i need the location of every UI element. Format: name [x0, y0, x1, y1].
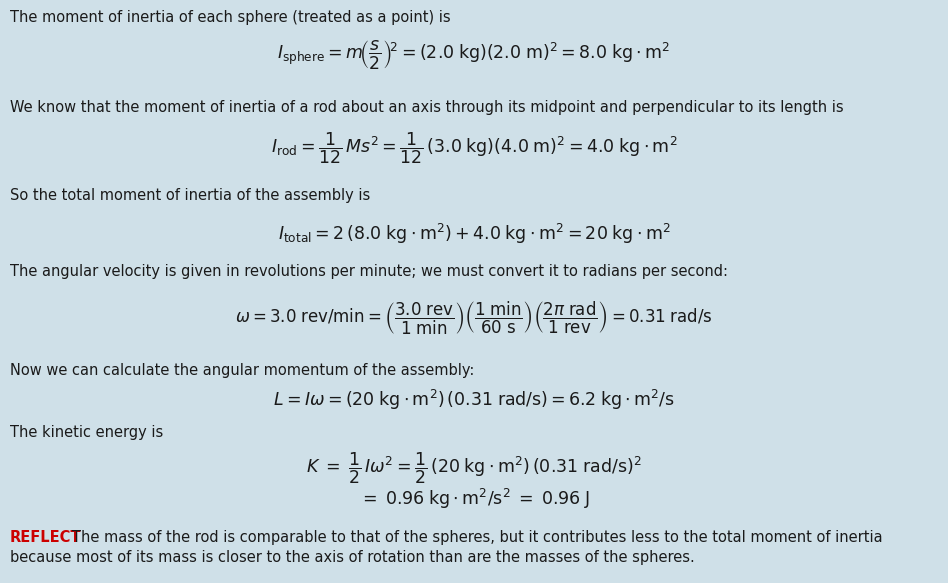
- Text: The mass of the rod is comparable to that of the spheres, but it contributes les: The mass of the rod is comparable to tha…: [72, 530, 883, 545]
- Text: $I_{\mathrm{sphere}} = m\!\left(\dfrac{s}{2}\right)^{\!2} = (2.0\;\mathrm{kg})(2: $I_{\mathrm{sphere}} = m\!\left(\dfrac{s…: [278, 38, 670, 72]
- Text: $\omega = 3.0\;\mathrm{rev/min} = \left(\dfrac{3.0\;\mathrm{rev}}{1\;\mathrm{min: $\omega = 3.0\;\mathrm{rev/min} = \left(…: [235, 300, 713, 336]
- Text: $L = I\omega = (20\;\mathrm{kg}\cdot\mathrm{m}^2)\,(0.31\;\mathrm{rad/s}) = 6.2\: $L = I\omega = (20\;\mathrm{kg}\cdot\mat…: [273, 388, 675, 412]
- Text: REFLECT: REFLECT: [10, 530, 82, 545]
- Text: $K \;=\; \dfrac{1}{2}\,I\omega^2 = \dfrac{1}{2}\,(20\;\mathrm{kg}\cdot\mathrm{m}: $K \;=\; \dfrac{1}{2}\,I\omega^2 = \dfra…: [306, 450, 642, 486]
- Text: $I_{\mathrm{total}} = 2\,(8.0\;\mathrm{kg}\cdot\mathrm{m}^2) + 4.0\;\mathrm{kg}\: $I_{\mathrm{total}} = 2\,(8.0\;\mathrm{k…: [278, 222, 670, 246]
- Text: $I_{\mathrm{rod}} = \dfrac{1}{12}\,Ms^2 = \dfrac{1}{12}\,(3.0\;\mathrm{kg})(4.0\: $I_{\mathrm{rod}} = \dfrac{1}{12}\,Ms^2 …: [271, 130, 677, 166]
- Text: The kinetic energy is: The kinetic energy is: [10, 425, 163, 440]
- Text: The moment of inertia of each sphere (treated as a point) is: The moment of inertia of each sphere (tr…: [10, 10, 450, 25]
- Text: We know that the moment of inertia of a rod about an axis through its midpoint a: We know that the moment of inertia of a …: [10, 100, 844, 115]
- Text: The angular velocity is given in revolutions per minute; we must convert it to r: The angular velocity is given in revolut…: [10, 264, 728, 279]
- Text: Now we can calculate the angular momentum of the assembly:: Now we can calculate the angular momentu…: [10, 363, 474, 378]
- Text: So the total moment of inertia of the assembly is: So the total moment of inertia of the as…: [10, 188, 371, 203]
- Text: because most of its mass is closer to the axis of rotation than are the masses o: because most of its mass is closer to th…: [10, 550, 695, 565]
- Text: $=\; 0.96\;\mathrm{kg}\cdot\mathrm{m}^2\mathrm{/s}^2 \;=\; 0.96\;\mathrm{J}$: $=\; 0.96\;\mathrm{kg}\cdot\mathrm{m}^2\…: [358, 487, 590, 511]
